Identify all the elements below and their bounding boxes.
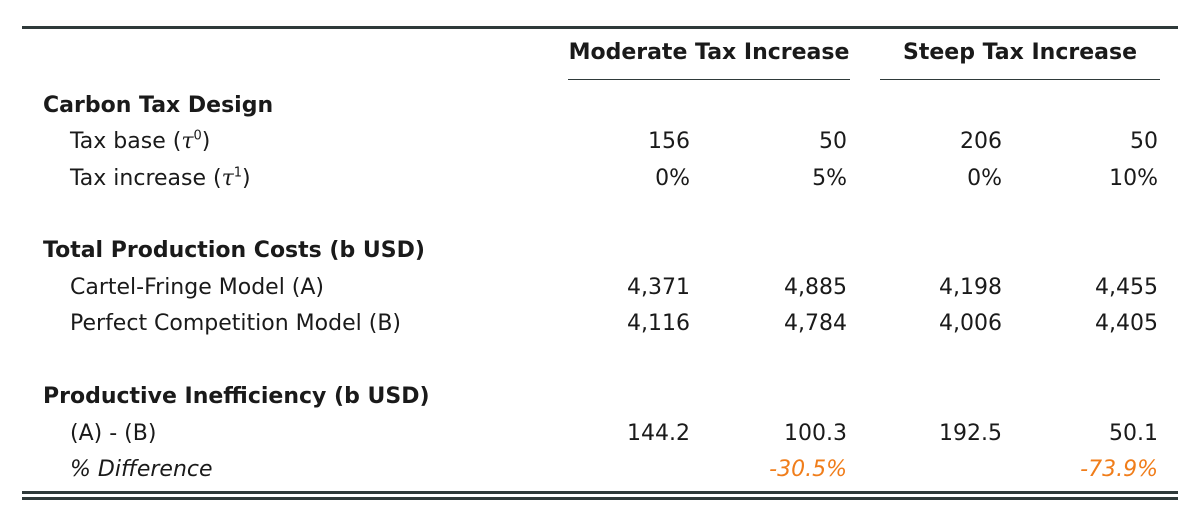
cell-moderate-tax: 5% bbox=[812, 166, 847, 191]
section-title-productive-inefficiency: Productive Inefficiency (b USD) bbox=[43, 384, 430, 409]
group-header-moderate: Moderate Tax Increase bbox=[568, 40, 850, 65]
table-row-percent-difference: % Difference -30.5% -73.9% bbox=[0, 457, 1200, 489]
section-title-total-production-costs: Total Production Costs (b USD) bbox=[43, 238, 425, 263]
cell-moderate-base: 144.2 bbox=[627, 421, 690, 446]
cell-steep-tax: 4,455 bbox=[1095, 275, 1158, 300]
cell-steep-base: 4,198 bbox=[939, 275, 1002, 300]
row-label: Cartel-Fringe Model (A) bbox=[70, 275, 325, 300]
cell-steep-base: 192.5 bbox=[939, 421, 1002, 446]
section-title-carbon-tax-design: Carbon Tax Design bbox=[43, 93, 274, 118]
table-row-tax-increase: Tax increase (τ1) 0% 5% 0% 10% bbox=[0, 166, 1200, 198]
row-label-tax-increase: Tax increase (τ1) bbox=[70, 165, 251, 191]
row-label: (A) - (B) bbox=[70, 421, 157, 446]
cell-steep-base: 0% bbox=[967, 166, 1002, 191]
cell-steep-tax: 50 bbox=[1130, 129, 1158, 154]
table-row-perfect-competition: Perfect Competition Model (B) 4,116 4,78… bbox=[0, 311, 1200, 343]
row-label-tax-base: Tax base (τ0) bbox=[70, 128, 211, 154]
cell-moderate-base: 4,371 bbox=[627, 275, 690, 300]
table-row-cartel-fringe: Cartel-Fringe Model (A) 4,371 4,885 4,19… bbox=[0, 275, 1200, 307]
cell-steep-base: 206 bbox=[960, 129, 1002, 154]
row-label: % Difference bbox=[70, 457, 213, 482]
cell-moderate-tax: 50 bbox=[819, 129, 847, 154]
cell-steep-tax: 10% bbox=[1109, 166, 1158, 191]
row-label: Perfect Competition Model (B) bbox=[70, 311, 401, 336]
table-row-a-minus-b: (A) - (B) 144.2 100.3 192.5 50.1 bbox=[0, 421, 1200, 453]
cell-steep-base: 4,006 bbox=[939, 311, 1002, 336]
cell-moderate-tax: 4,885 bbox=[784, 275, 847, 300]
cell-steep-tax: 50.1 bbox=[1109, 421, 1158, 446]
cell-steep-tax: 4,405 bbox=[1095, 311, 1158, 336]
cell-moderate-pct-difference: -30.5% bbox=[769, 457, 847, 482]
cell-moderate-base: 0% bbox=[655, 166, 690, 191]
bottom-rule-double bbox=[22, 497, 1178, 500]
group-header-steep: Steep Tax Increase bbox=[903, 40, 1137, 65]
cell-moderate-tax: 100.3 bbox=[784, 421, 847, 446]
cell-steep-pct-difference: -73.9% bbox=[1080, 457, 1158, 482]
table-row-tax-base: Tax base (τ0) 156 50 206 50 bbox=[0, 129, 1200, 161]
cell-moderate-base: 4,116 bbox=[627, 311, 690, 336]
top-rule bbox=[22, 26, 1178, 29]
bottom-rule bbox=[22, 491, 1178, 494]
group-underline-steep bbox=[880, 79, 1160, 80]
cell-moderate-base: 156 bbox=[648, 129, 690, 154]
group-underline-moderate bbox=[568, 79, 850, 80]
cell-moderate-tax: 4,784 bbox=[784, 311, 847, 336]
